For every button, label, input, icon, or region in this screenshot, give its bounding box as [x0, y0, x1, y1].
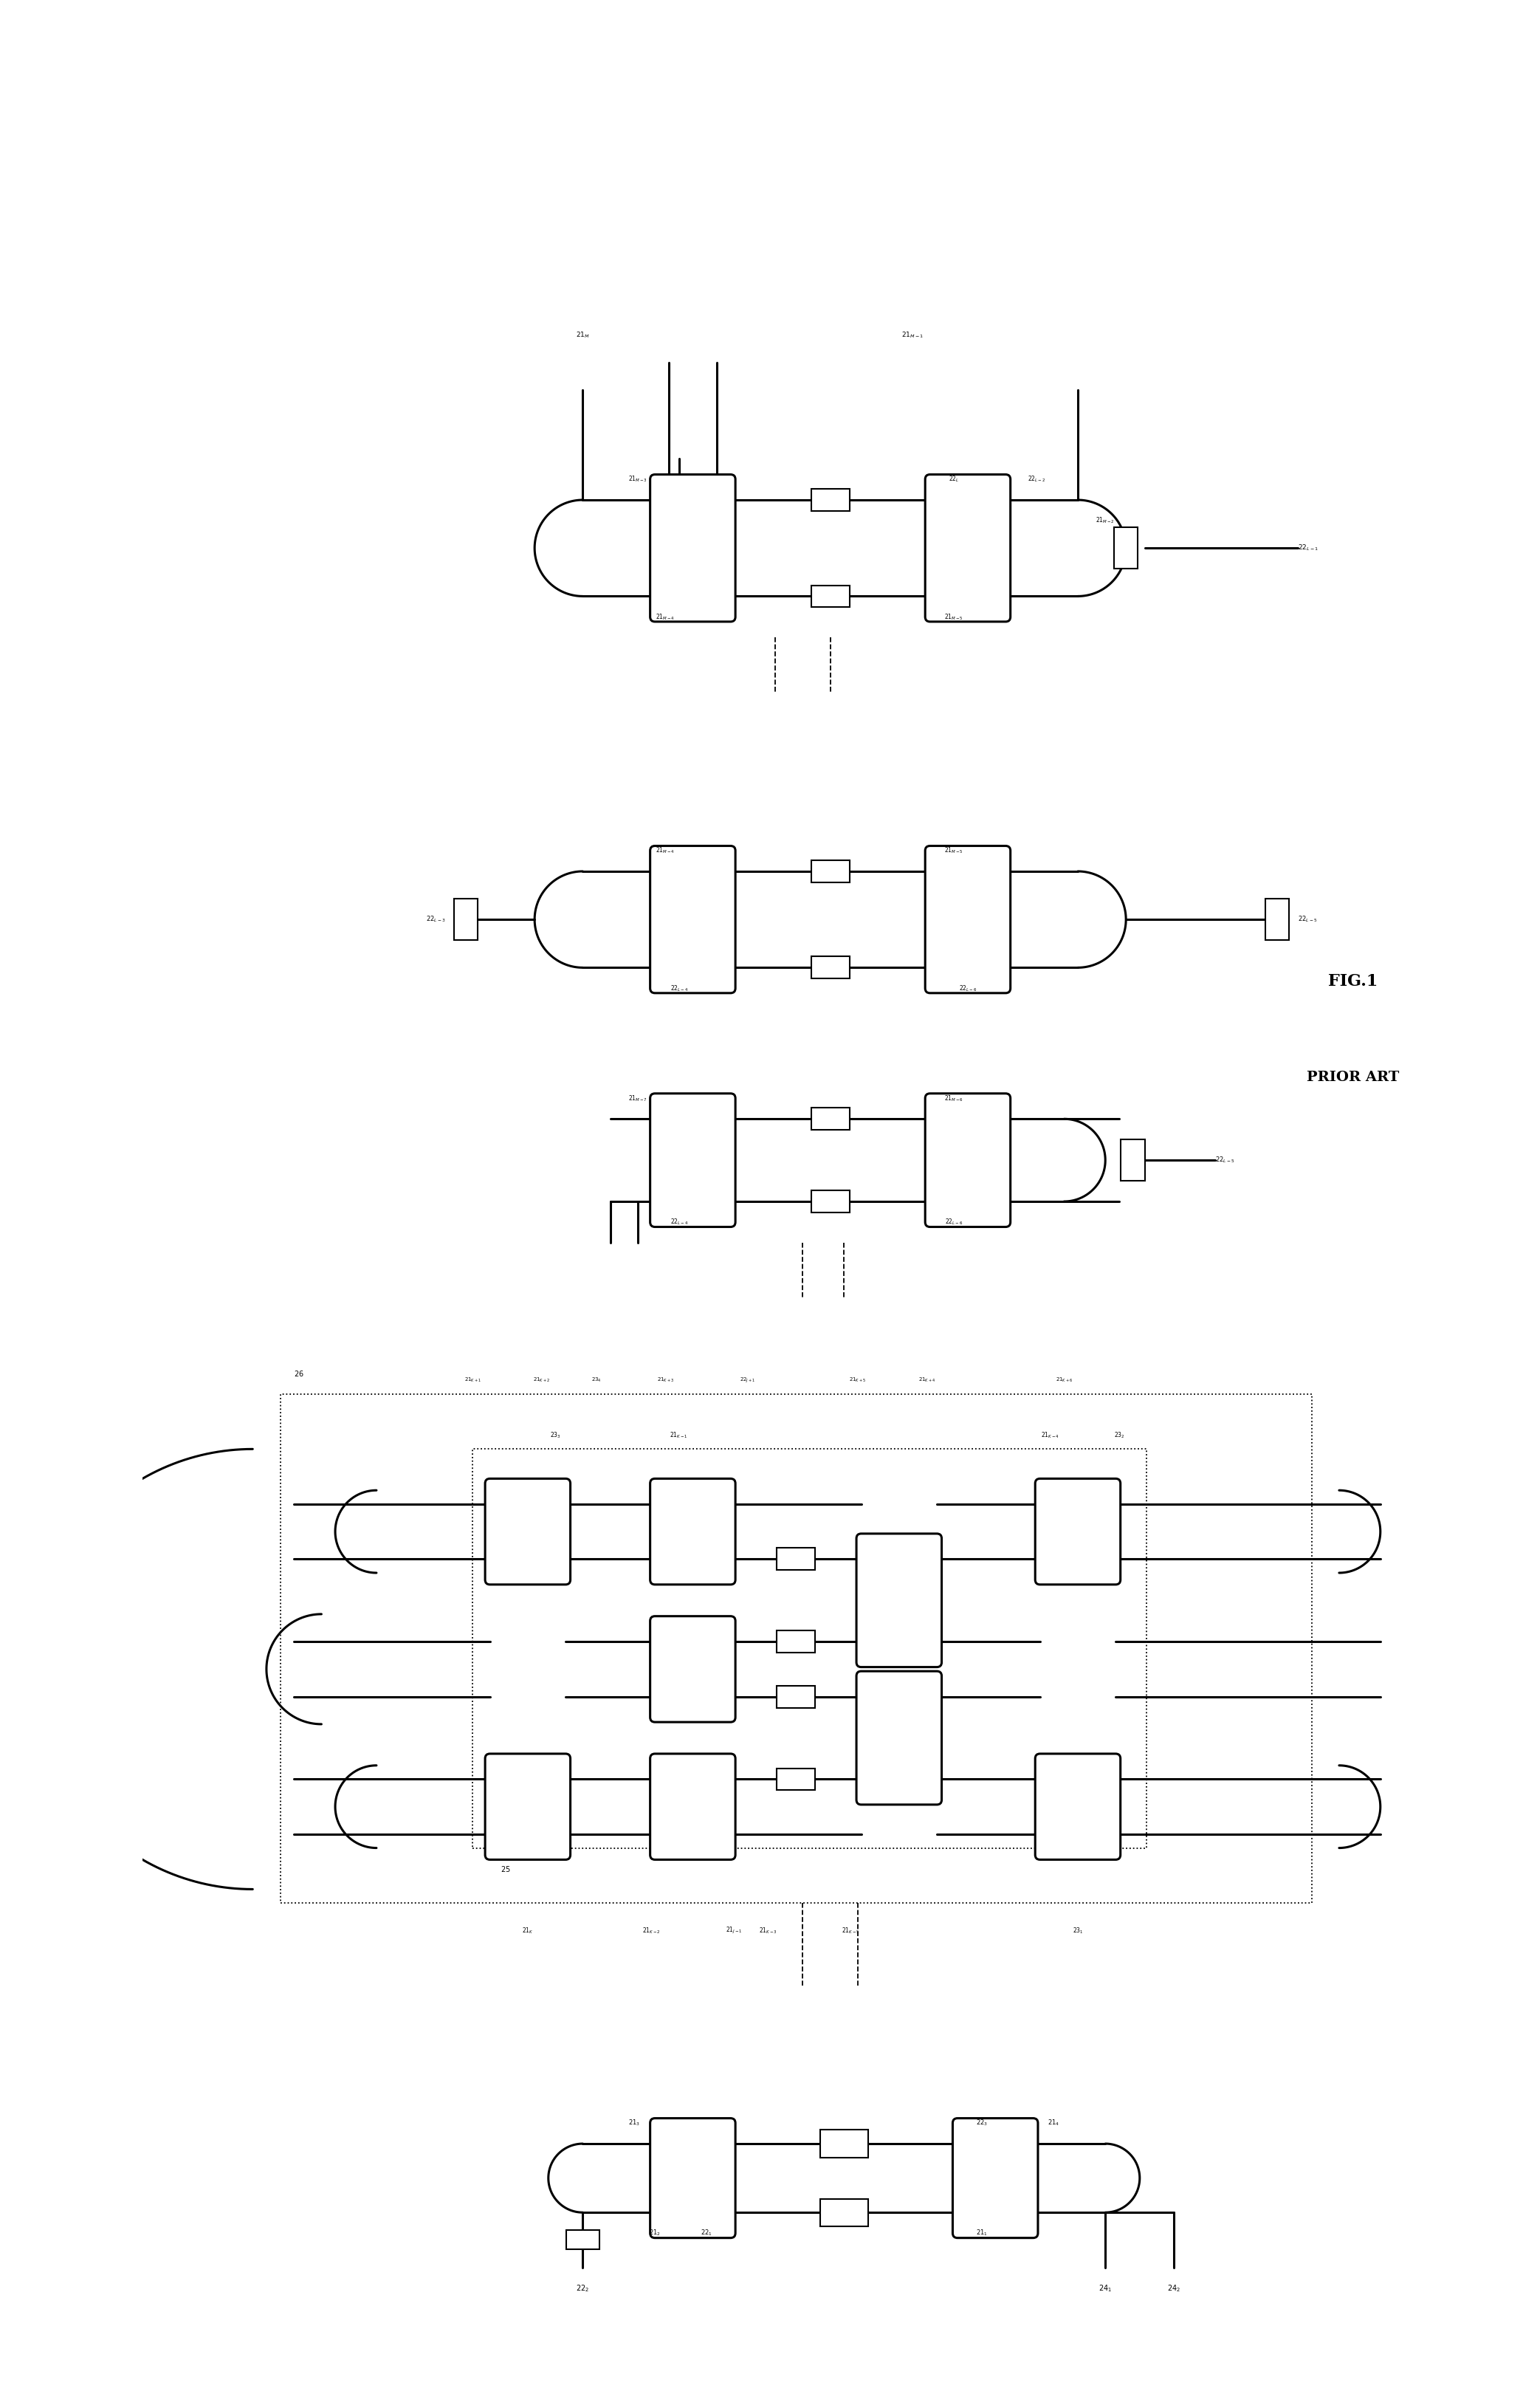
FancyBboxPatch shape: [1036, 1479, 1121, 1584]
Bar: [8, 1649, 30, 1690]
Text: $21_{K-1}$: $21_{K-1}$: [670, 1430, 688, 1440]
Text: $21_{J-1}$: $21_{J-1}$: [725, 1926, 742, 1936]
Bar: [812, 956, 850, 978]
Text: $23_4$: $23_4$: [591, 1377, 602, 1385]
Text: $22_{L-3}$: $22_{L-3}$: [425, 915, 445, 925]
Text: $22_{L-6}$: $22_{L-6}$: [959, 982, 976, 992]
Text: FIG.1: FIG.1: [1328, 973, 1378, 990]
Text: $21_{M-5}$: $21_{M-5}$: [944, 845, 964, 855]
Text: $21_2$: $21_2$: [649, 2227, 661, 2237]
Text: $22_{J+1}$: $22_{J+1}$: [740, 1375, 755, 1385]
Text: $21_{K-5}$: $21_{K-5}$: [842, 1926, 860, 1936]
Text: $21_{K+1}$: $21_{K+1}$: [465, 1377, 481, 1385]
Bar: [777, 1767, 815, 1789]
Text: $25$: $25$: [500, 1864, 510, 1873]
FancyBboxPatch shape: [650, 474, 736, 621]
FancyBboxPatch shape: [486, 1753, 570, 1859]
Text: $21_{M-3}$: $21_{M-3}$: [627, 474, 647, 484]
Bar: [819, 2199, 868, 2227]
Text: $22_3$: $22_3$: [976, 2119, 987, 2129]
Text: $21_{M-6}$: $21_{M-6}$: [944, 1093, 964, 1103]
Text: $21_4$: $21_4$: [1048, 2119, 1060, 2129]
Text: $23_3$: $23_3$: [550, 1430, 560, 1440]
Bar: [472, 1450, 1147, 1847]
Text: $22_1$: $22_1$: [701, 2227, 713, 2237]
FancyBboxPatch shape: [924, 1093, 1010, 1228]
Text: $23_2$: $23_2$: [1113, 1430, 1124, 1440]
Bar: [812, 1190, 850, 1214]
FancyBboxPatch shape: [650, 845, 736, 992]
Text: $21_{K+2}$: $21_{K+2}$: [533, 1377, 550, 1385]
FancyBboxPatch shape: [924, 474, 1010, 621]
FancyBboxPatch shape: [924, 845, 1010, 992]
Text: $21_{K-4}$: $21_{K-4}$: [1042, 1430, 1060, 1440]
Bar: [454, 898, 478, 939]
Bar: [812, 489, 850, 510]
Text: $21_3$: $21_3$: [629, 2119, 640, 2129]
Bar: [777, 1686, 815, 1707]
FancyBboxPatch shape: [856, 1671, 941, 1804]
FancyBboxPatch shape: [486, 1479, 570, 1584]
Text: $22_{L-1}$: $22_{L-1}$: [1298, 544, 1319, 554]
Bar: [777, 1548, 815, 1570]
Text: $21_{K+4}$: $21_{K+4}$: [918, 1377, 935, 1385]
Text: $22_{L-6}$: $22_{L-6}$: [944, 1218, 963, 1226]
Bar: [1121, 1139, 1145, 1180]
Text: $21_{K-3}$: $21_{K-3}$: [760, 1926, 778, 1936]
Bar: [777, 1630, 815, 1652]
Bar: [1113, 527, 1138, 568]
Bar: [812, 1108, 850, 1129]
Text: $21_M$: $21_M$: [576, 330, 589, 340]
FancyBboxPatch shape: [650, 1479, 736, 1584]
Text: $21_{K+5}$: $21_{K+5}$: [850, 1377, 867, 1385]
Text: $22_{L-5}$: $22_{L-5}$: [1298, 915, 1317, 925]
Text: $23_1$: $23_1$: [1072, 1926, 1083, 1936]
FancyBboxPatch shape: [650, 1753, 736, 1859]
Text: $24_1$: $24_1$: [1098, 2283, 1112, 2292]
FancyBboxPatch shape: [650, 2119, 736, 2237]
Text: $21_{K-2}$: $21_{K-2}$: [643, 1926, 661, 1936]
Text: $22_{L-2}$: $22_{L-2}$: [1028, 474, 1045, 484]
Text: $21_{K+3}$: $21_{K+3}$: [656, 1377, 673, 1385]
Text: $21_K$: $21_K$: [522, 1926, 533, 1936]
Text: PRIOR ART: PRIOR ART: [1307, 1072, 1400, 1084]
Bar: [1266, 898, 1290, 939]
Text: $21_{M-7}$: $21_{M-7}$: [627, 1093, 647, 1103]
FancyBboxPatch shape: [650, 1616, 736, 1722]
FancyBboxPatch shape: [1036, 1753, 1121, 1859]
Bar: [567, 2230, 600, 2249]
Text: $26$: $26$: [294, 1370, 305, 1377]
Text: $21_{M-5}$: $21_{M-5}$: [944, 612, 964, 621]
Bar: [812, 585, 850, 607]
FancyBboxPatch shape: [650, 1093, 736, 1228]
Text: $22_L$: $22_L$: [949, 474, 959, 484]
FancyBboxPatch shape: [856, 1534, 941, 1666]
Text: $21_{M-2}$: $21_{M-2}$: [1095, 515, 1115, 525]
Bar: [812, 860, 850, 881]
Bar: [280, 1394, 1311, 1902]
FancyBboxPatch shape: [953, 2119, 1039, 2237]
Text: $21_{K+6}$: $21_{K+6}$: [1055, 1377, 1072, 1385]
Text: $21_1$: $21_1$: [976, 2227, 987, 2237]
Text: $24_2$: $24_2$: [1168, 2283, 1180, 2292]
Text: $22_{L-4}$: $22_{L-4}$: [670, 1218, 688, 1226]
Text: $22_{L-4}$: $22_{L-4}$: [670, 982, 688, 992]
Bar: [819, 2131, 868, 2158]
Text: $21_{M-1}$: $21_{M-1}$: [902, 330, 924, 340]
Text: $22_{L-5}$: $22_{L-5}$: [1215, 1156, 1235, 1165]
Text: $21_{M-4}$: $21_{M-4}$: [655, 612, 675, 621]
Text: $22_2$: $22_2$: [576, 2283, 589, 2292]
Text: $21_{M-4}$: $21_{M-4}$: [655, 845, 675, 855]
